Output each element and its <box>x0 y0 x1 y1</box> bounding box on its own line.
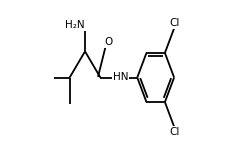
Text: HN: HN <box>112 73 128 82</box>
Text: O: O <box>104 37 112 47</box>
Text: H₂N: H₂N <box>65 20 85 30</box>
Text: Cl: Cl <box>168 18 179 28</box>
Text: Cl: Cl <box>168 127 179 137</box>
